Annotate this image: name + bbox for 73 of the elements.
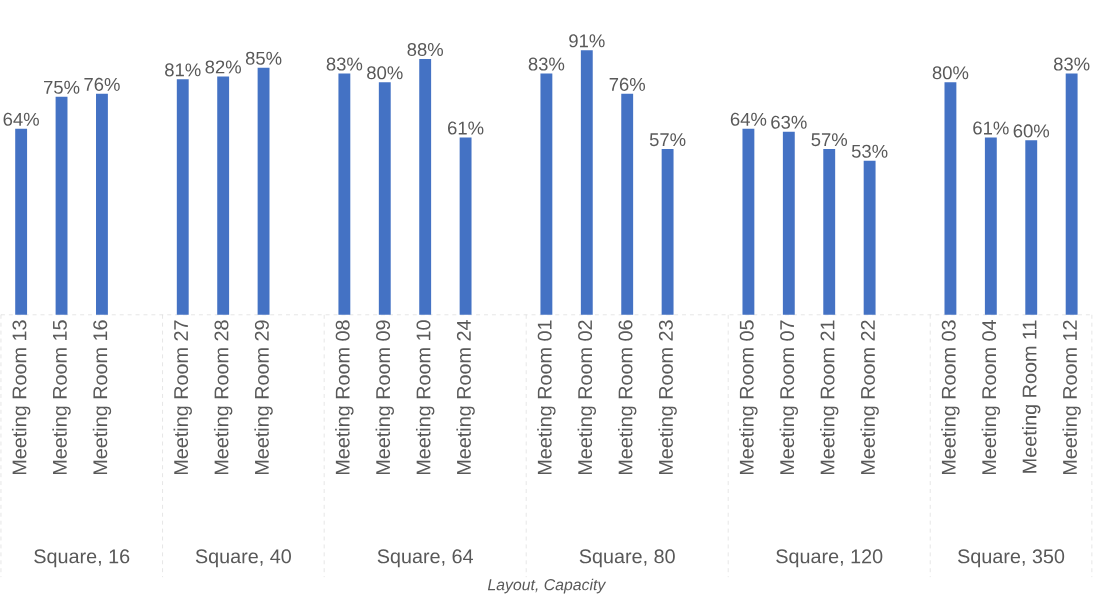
data-label: 76% bbox=[84, 77, 120, 92]
data-label: 76% bbox=[609, 77, 646, 92]
data-label: 83% bbox=[528, 57, 565, 71]
data-label: 82% bbox=[205, 60, 241, 74]
x-tick-label: Meeting Room 22 bbox=[860, 320, 879, 475]
bar bbox=[15, 128, 28, 315]
x-tick-label: Meeting Room 03 bbox=[941, 320, 960, 475]
data-label: 75% bbox=[44, 80, 80, 94]
text: Square, 40 bbox=[195, 549, 291, 568]
bar bbox=[217, 76, 230, 315]
x-tick-label: Meeting Room 24 bbox=[456, 320, 475, 475]
x-tick-label: Meeting Room 09 bbox=[375, 320, 394, 475]
x-tick-label: Meeting Room 07 bbox=[779, 320, 799, 475]
bar bbox=[984, 137, 997, 315]
data-label: 60% bbox=[1013, 124, 1050, 138]
x-tick-label: Meeting Room 01 bbox=[537, 320, 556, 475]
x-tick-label: Meeting Room 27 bbox=[173, 320, 192, 475]
data-label: 85% bbox=[245, 51, 282, 65]
bar bbox=[55, 96, 68, 315]
bar bbox=[661, 149, 674, 315]
data-label: 64% bbox=[730, 112, 767, 126]
x-tick-label: Meeting Room 23 bbox=[658, 320, 677, 475]
data-label: 80% bbox=[367, 66, 403, 80]
bar bbox=[419, 59, 432, 315]
bar bbox=[580, 50, 593, 315]
bar bbox=[944, 82, 957, 315]
data-label: 57% bbox=[649, 133, 686, 147]
data-label: 83% bbox=[326, 57, 363, 71]
x-tick-label: Meeting Room 11 bbox=[1022, 320, 1041, 473]
bar bbox=[742, 128, 755, 315]
x-tick-label: Meeting Room 28 bbox=[213, 320, 233, 475]
data-label: 88% bbox=[407, 43, 444, 57]
data-label: 61% bbox=[973, 121, 1009, 135]
bar bbox=[1025, 140, 1038, 315]
x-tick-label: Meeting Room 02 bbox=[577, 320, 597, 475]
bar bbox=[96, 93, 108, 315]
x-tick-label: Meeting Room 29 bbox=[254, 320, 273, 475]
data-label: 53% bbox=[851, 144, 888, 158]
x-tick-label: Meeting Room 06 bbox=[617, 320, 637, 475]
data-label: 63% bbox=[771, 115, 807, 129]
data-label: 64% bbox=[3, 112, 39, 126]
bar bbox=[621, 93, 634, 315]
data-label: 91% bbox=[569, 34, 605, 48]
bar bbox=[823, 149, 836, 315]
x-tick-label: Meeting Room 10 bbox=[415, 320, 435, 475]
bar bbox=[176, 79, 189, 315]
text: Square, 16 bbox=[34, 549, 130, 568]
bar bbox=[338, 73, 351, 315]
x-tick-label: Meeting Room 21 bbox=[819, 320, 839, 475]
data-label: 83% bbox=[1053, 57, 1090, 71]
bar bbox=[257, 67, 270, 315]
text: Square, 350 bbox=[957, 549, 1065, 568]
text: Square, 120 bbox=[776, 549, 883, 568]
bar bbox=[540, 73, 553, 315]
text: Square, 80 bbox=[579, 549, 675, 568]
bar bbox=[378, 82, 391, 315]
bar bbox=[1065, 73, 1078, 315]
x-tick-label: Meeting Room 16 bbox=[92, 320, 112, 475]
bar bbox=[863, 160, 876, 315]
text: Square, 64 bbox=[377, 549, 474, 568]
x-tick-label: Meeting Room 15 bbox=[52, 320, 71, 475]
x-tick-label: Meeting Room 13 bbox=[11, 320, 31, 475]
data-label: 80% bbox=[932, 66, 969, 80]
bar bbox=[782, 131, 795, 315]
x-tick-label: Meeting Room 05 bbox=[739, 320, 758, 475]
text: Layout, Capacity bbox=[487, 578, 607, 594]
data-label: 81% bbox=[165, 63, 201, 77]
bar bbox=[459, 137, 472, 315]
data-label: 57% bbox=[811, 133, 848, 147]
x-tick-label: Meeting Room 12 bbox=[1062, 320, 1081, 475]
data-label: 61% bbox=[448, 121, 484, 135]
x-tick-label: Meeting Room 08 bbox=[335, 320, 354, 475]
x-tick-label: Meeting Room 04 bbox=[981, 320, 1001, 475]
